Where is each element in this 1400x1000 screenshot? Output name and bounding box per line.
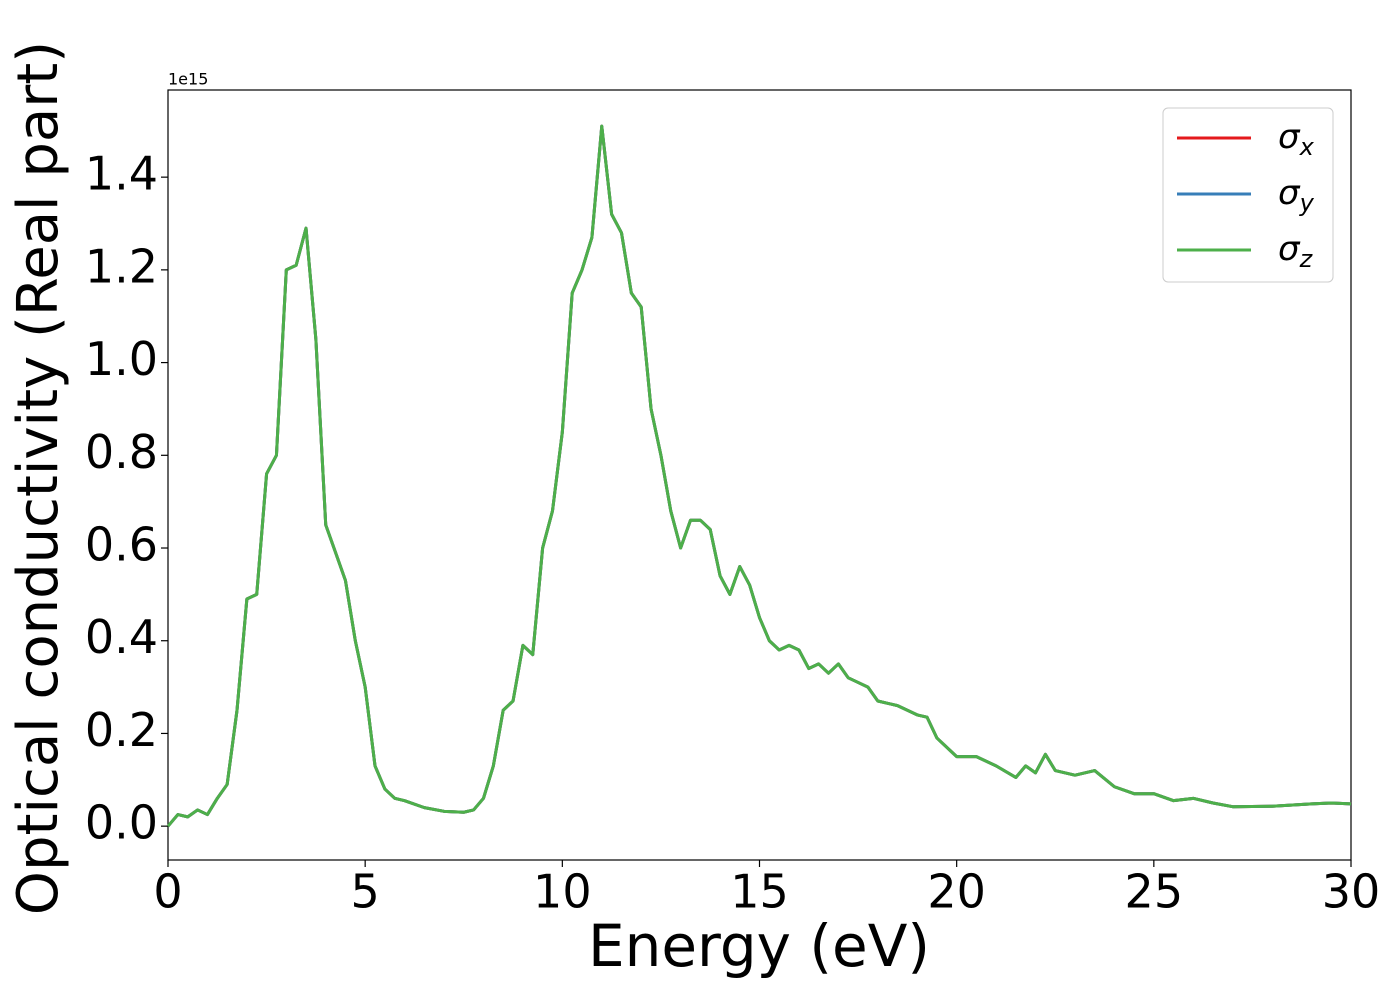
x-tick-label: 15 (730, 865, 789, 919)
y-tick-label: 0.2 (85, 703, 158, 757)
y-tick-label: 0.6 (85, 518, 158, 572)
x-tick-label: 10 (533, 865, 592, 919)
y-tick-label: 0.0 (85, 796, 158, 850)
x-tick-label: 25 (1125, 865, 1184, 919)
y-tick-label: 0.8 (85, 425, 158, 479)
legend: σx σy σz (1162, 107, 1334, 283)
y-tick-label: 1.4 (85, 147, 158, 201)
x-tick-label: 5 (351, 865, 380, 919)
y-tick-label: 1.0 (85, 332, 158, 386)
x-tick-label: 20 (927, 865, 986, 919)
x-axis-label: Energy (eV) (588, 912, 930, 980)
legend-label: σz (1278, 229, 1314, 274)
y-tick-label: 1.2 (85, 239, 158, 293)
legend-label: σy (1278, 173, 1315, 218)
y-tick-label: 0.4 (85, 610, 158, 664)
legend-label: σx (1278, 117, 1315, 162)
x-tick-label: 0 (153, 865, 182, 919)
series-line (166, 124, 1352, 828)
offset-text: 1e15 (168, 70, 208, 89)
y-axis-label: Optical conductivity (Real part) (6, 41, 71, 915)
x-tick-label: 30 (1322, 865, 1381, 919)
